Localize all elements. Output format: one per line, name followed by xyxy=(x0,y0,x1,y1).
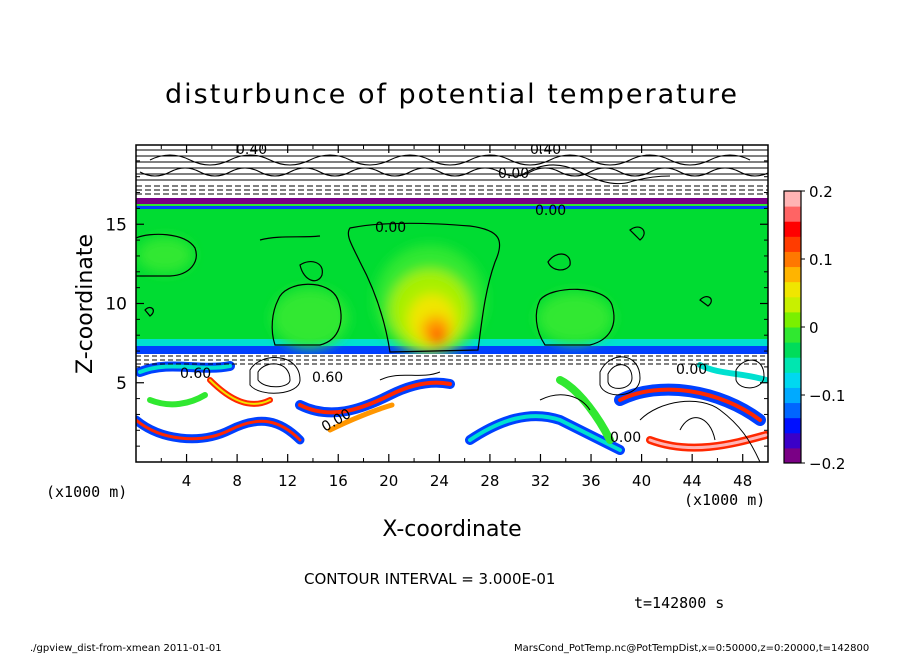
y-tick-label: 5 xyxy=(116,374,127,394)
colorbar-swatch xyxy=(784,357,801,373)
colorbar-swatch xyxy=(784,251,801,268)
x-tick-label: 40 xyxy=(632,472,651,490)
colorbar-tick-label: −0.2 xyxy=(809,455,845,473)
colorbar-swatch xyxy=(784,311,801,328)
x-axis-label: X-coordinate xyxy=(382,517,521,542)
contour-label: 0.60 xyxy=(180,366,211,382)
colorbar-swatch xyxy=(784,221,801,237)
contour-label: 0.00 xyxy=(676,362,707,378)
upper-contours xyxy=(136,149,768,195)
colorbar-swatch xyxy=(784,342,801,358)
colorbar-swatch xyxy=(784,402,801,419)
contour-label: 0.00 xyxy=(610,430,641,446)
x-axis-ticks: 4 8 12 16 20 24 28 32 36 40 44 48 xyxy=(160,145,752,490)
colorbar-swatch xyxy=(784,266,801,283)
contour-label: 0.40 xyxy=(236,142,267,158)
colorbar-tick-label: 0 xyxy=(809,319,819,337)
x-tick-label: 36 xyxy=(581,472,600,490)
x-tick-label: 20 xyxy=(379,472,398,490)
x-tick-label: 32 xyxy=(531,472,550,490)
warm-anomalies xyxy=(137,237,613,355)
colorbar-tick-label: 0.1 xyxy=(809,251,833,269)
colorbar-swatch xyxy=(784,191,801,207)
x-tick-label: 8 xyxy=(232,472,242,490)
colorbar-tick-label: 0.2 xyxy=(809,183,833,201)
contour-label: 0.00 xyxy=(535,203,566,219)
colorbar-swatch xyxy=(784,281,801,298)
x-tick-label: 12 xyxy=(278,472,297,490)
x-unit-label: (x1000 m) xyxy=(684,491,765,509)
y-tick-label: 10 xyxy=(105,295,127,315)
field-purple-strip xyxy=(136,198,768,207)
y-unit-label: (x1000 m) xyxy=(46,483,127,501)
colorbar-swatch xyxy=(784,372,801,388)
interface-contours xyxy=(136,355,768,462)
footer-left: ./gpview_dist-from-xmean 2011-01-01 xyxy=(30,643,222,654)
contour-label: 0.00 xyxy=(498,166,529,182)
time-label: t=142800 s xyxy=(634,594,724,612)
contour-interval: CONTOUR INTERVAL = 3.000E-01 xyxy=(304,570,555,588)
lower-filaments xyxy=(136,361,768,455)
colorbar xyxy=(783,190,802,464)
y-axis-ticks: 5 10 15 xyxy=(105,160,768,447)
colorbar-swatch xyxy=(784,327,801,343)
footer-right: MarsCond_PotTemp.nc@PotTempDist,x=0:5000… xyxy=(514,643,869,654)
colorbar-swatch xyxy=(784,447,801,464)
colorbar-swatch xyxy=(784,206,801,222)
field-blue-strip xyxy=(136,205,768,209)
chart-title: disturbunce of potential temperature xyxy=(165,79,739,110)
x-tick-label: 4 xyxy=(182,472,192,490)
colorbar-ticks: 0.2 0.1 0 −0.1 −0.2 xyxy=(801,183,845,473)
contour-labels: 0.00 0.00 0.00 0.00 0.60 0.60 0.00 0.00 … xyxy=(180,142,707,446)
y-axis-label: Z-coordinate xyxy=(73,234,98,374)
x-tick-label: 48 xyxy=(733,472,752,490)
colorbar-swatch xyxy=(784,236,801,252)
x-tick-label: 16 xyxy=(329,472,348,490)
y-tick-label: 15 xyxy=(105,215,127,235)
colorbar-swatch xyxy=(784,432,801,449)
colorbar-swatch xyxy=(784,296,801,313)
contour-label: 0.40 xyxy=(530,142,561,158)
colorbar-swatch xyxy=(784,417,801,434)
colorbar-swatch xyxy=(784,387,801,404)
x-tick-label: 24 xyxy=(430,472,449,490)
upper-white-layer xyxy=(136,145,768,197)
contour-label: 0.00 xyxy=(375,220,406,236)
contour-label: 0.60 xyxy=(312,370,343,386)
plot-area: 0.00 0.00 0.00 0.00 0.60 0.60 0.00 0.00 … xyxy=(136,142,768,462)
x-tick-label: 44 xyxy=(683,472,702,490)
main-contours xyxy=(136,222,712,353)
colorbar-tick-label: −0.1 xyxy=(809,387,845,405)
x-tick-label: 28 xyxy=(480,472,499,490)
